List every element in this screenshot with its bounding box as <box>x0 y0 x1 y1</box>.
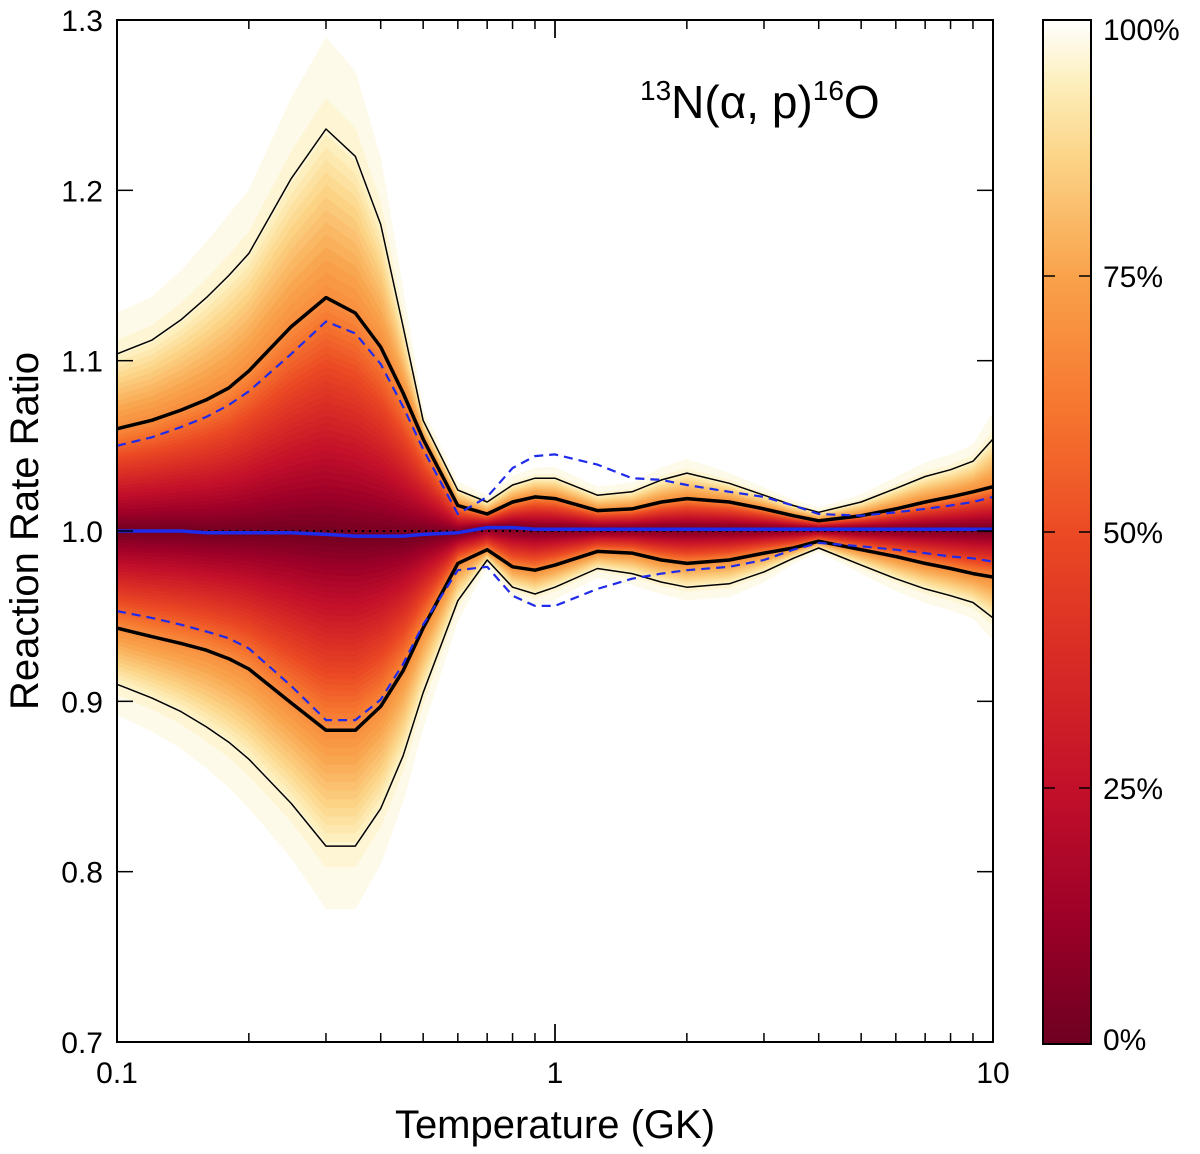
y-tick-label: 1.1 <box>61 346 103 379</box>
colorbar-labels: 0% 25% 50% 75% 100% <box>1103 14 1180 1057</box>
x-tick-label: 0.1 <box>96 1057 138 1090</box>
y-tick-label: 0.8 <box>61 857 103 890</box>
density-band <box>117 20 993 951</box>
annotation-iso1: 13 <box>640 75 671 106</box>
colorbar-ticks <box>1043 275 1091 789</box>
x-axis-label: Temperature (GK) <box>395 1103 715 1147</box>
y-tick-label: 1.2 <box>61 175 103 208</box>
colorbar-label: 75% <box>1103 261 1163 294</box>
series-lower-outer-bound <box>117 547 993 847</box>
series-upper-outer-bound <box>117 128 993 514</box>
colorbar: 0% 25% 50% 75% 100% <box>1042 14 1180 1057</box>
x-tick-label: 10 <box>976 1057 1009 1090</box>
series-lower-inner-bound <box>117 539 993 733</box>
axis-ticks <box>116 19 994 1043</box>
colorbar-label: 50% <box>1103 517 1163 550</box>
plot-area <box>117 20 993 951</box>
y-tick-label: 1.0 <box>61 516 103 549</box>
y-tick-labels: 0.7 0.8 0.9 1.0 1.1 1.2 1.3 <box>61 5 103 1060</box>
x-tick-labels: 0.1 1 10 <box>96 1057 1010 1090</box>
annotation-iso2: 16 <box>813 75 844 106</box>
series-lines <box>117 128 993 847</box>
series-median <box>117 525 993 538</box>
y-tick-label: 0.9 <box>61 686 103 719</box>
series-lower-dashed <box>117 541 993 722</box>
annotation-elem1: N(α, p) <box>671 76 813 128</box>
colorbar-label: 25% <box>1103 773 1163 806</box>
annotation-elem2: O <box>844 76 880 128</box>
y-axis-label: Reaction Rate Ratio <box>3 352 47 710</box>
colorbar-label: 100% <box>1103 14 1180 47</box>
colorbar-label: 0% <box>1103 1024 1146 1057</box>
reaction-annotation: 13N(α, p)16O <box>640 75 880 128</box>
y-tick-label: 0.7 <box>61 1027 103 1060</box>
x-tick-label: 1 <box>547 1057 564 1090</box>
y-tick-label: 1.3 <box>61 5 103 38</box>
series-upper-dashed <box>117 320 993 517</box>
